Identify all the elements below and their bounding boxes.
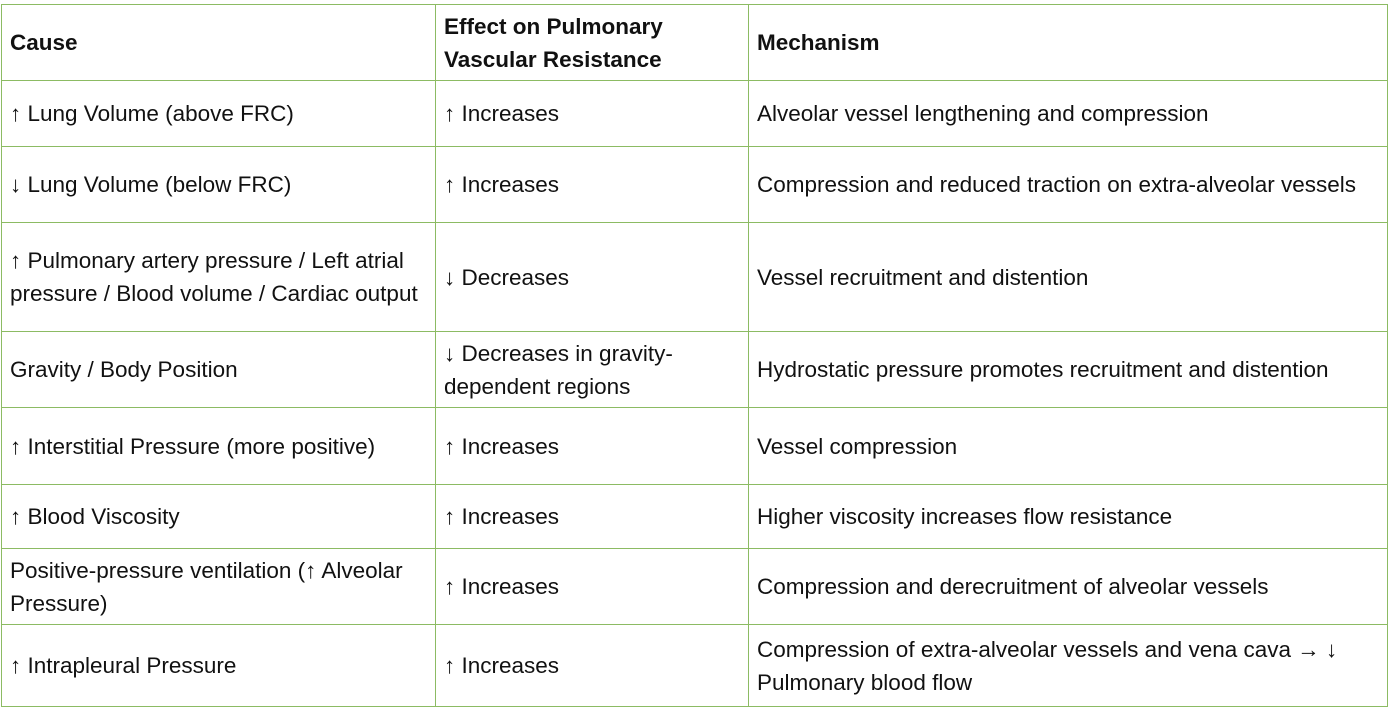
table-cell: ↓ Lung Volume (below FRC) [1, 146, 436, 223]
table-row: ↑ Pulmonary artery pressure / Left atria… [1, 222, 1388, 332]
table-cell: ↑ Interstitial Pressure (more positive) [1, 407, 436, 485]
table-cell: ↑ Increases [435, 80, 749, 147]
header-cell: Effect on Pulmonary Vascular Resistance [435, 4, 749, 81]
table-cell: ↓ Decreases [435, 222, 749, 332]
table-cell: ↓ Decreases in gravity-dependent regions [435, 331, 749, 408]
table-row: ↑ Intrapleural Pressure ↑ Increases Compre… [1, 624, 1388, 707]
table-cell: ↑ Intrapleural Pressure [1, 624, 436, 707]
table-cell: Hydrostatic pressure promotes recruitmen… [748, 331, 1388, 408]
table-cell: ↑ Increases [435, 407, 749, 485]
data-table: Cause Effect on Pulmonary Vascular Resist… [1, 4, 1388, 707]
table-cell: ↑ Lung Volume (above FRC) [1, 80, 436, 147]
table-cell: ↑ Increases [435, 624, 749, 707]
table-cell: Compression and reduced traction on extr… [748, 146, 1388, 223]
table-row: Gravity / Body Position ↓ Decreases in gr… [1, 331, 1388, 408]
table-cell: Vessel recruitment and distention [748, 222, 1388, 332]
table-row: ↑ Interstitial Pressure (more positive) ↑… [1, 407, 1388, 485]
table-row: ↑ Blood Viscosity ↑ Increases Higher visco… [1, 484, 1388, 549]
table-cell: Gravity / Body Position [1, 331, 436, 408]
table-row: ↑ Lung Volume (above FRC) ↑ Increases Alve… [1, 80, 1388, 147]
table-cell: Positive-pressure ventilation (↑ Alveola… [1, 548, 436, 625]
header-row: Cause Effect on Pulmonary Vascular Resist… [1, 4, 1388, 81]
table-cell: ↑ Increases [435, 146, 749, 223]
table-cell: Alveolar vessel lengthening and compress… [748, 80, 1388, 147]
header-cell: Cause [1, 4, 436, 81]
table-cell: ↑ Increases [435, 484, 749, 549]
table-cell: ↑ Blood Viscosity [1, 484, 436, 549]
table-cell: ↑ Pulmonary artery pressure / Left atria… [1, 222, 436, 332]
table-cell: Compression and derecruitment of alveola… [748, 548, 1388, 625]
table-cell: Higher viscosity increases flow resistan… [748, 484, 1388, 549]
header-cell: Mechanism [748, 4, 1388, 81]
table-row: ↓ Lung Volume (below FRC) ↑ Increases Comp… [1, 146, 1388, 223]
table-cell: Compression of extra-alveolar vessels an… [748, 624, 1388, 707]
table-cell: Vessel compression [748, 407, 1388, 485]
table-row: Positive-pressure ventilation (↑ Alveola… [1, 548, 1388, 625]
table-cell: ↑ Increases [435, 548, 749, 625]
